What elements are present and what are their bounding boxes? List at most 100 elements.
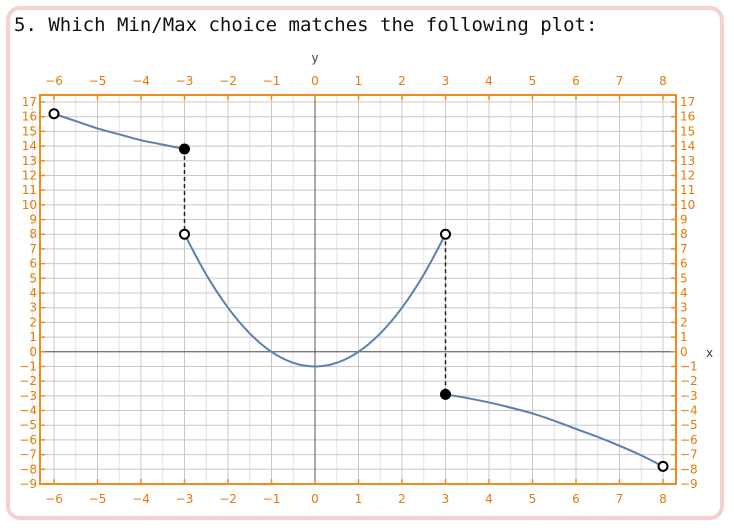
x-tick-label-top: −1 bbox=[263, 74, 281, 88]
y-tick-label-left: −3 bbox=[19, 389, 37, 403]
y-tick-label-right: 5 bbox=[680, 271, 688, 285]
y-tick-label-right: 8 bbox=[680, 227, 688, 241]
open-endpoint bbox=[179, 228, 190, 240]
y-tick-label-right: −4 bbox=[680, 404, 698, 418]
y-tick-label-left: 17 bbox=[22, 95, 37, 109]
x-tick-label-bottom: 0 bbox=[311, 492, 319, 506]
y-tick-label-left: 16 bbox=[22, 110, 37, 124]
x-tick-label-top: −3 bbox=[176, 74, 194, 88]
y-tick-label-left: 6 bbox=[29, 257, 37, 271]
x-tick-label-bottom: 5 bbox=[529, 492, 537, 506]
x-tick-label-top: −5 bbox=[89, 74, 107, 88]
y-tick-label-right: 0 bbox=[680, 345, 688, 359]
y-tick-label-left: 14 bbox=[22, 139, 37, 153]
y-tick-label-right: −1 bbox=[680, 359, 698, 373]
x-tick-label-top: 2 bbox=[398, 74, 406, 88]
curve-piece-2 bbox=[183, 233, 447, 368]
x-tick-label-bottom: −1 bbox=[263, 492, 281, 506]
y-tick-label-left: 11 bbox=[22, 183, 37, 197]
closed-endpoint bbox=[179, 143, 190, 155]
y-tick-label-right: −6 bbox=[680, 433, 698, 447]
y-tick-label-right: 14 bbox=[680, 139, 695, 153]
grid-layer bbox=[31, 95, 676, 485]
y-tick-label-left: 15 bbox=[22, 124, 37, 138]
y-tick-label-left: −5 bbox=[19, 418, 37, 432]
y-tick-label-left: 2 bbox=[29, 315, 37, 329]
y-tick-label-left: −7 bbox=[19, 448, 37, 462]
x-tick-label-bottom: 7 bbox=[616, 492, 624, 506]
y-tick-label-right: 15 bbox=[680, 124, 695, 138]
x-tick-label-top: 0 bbox=[311, 74, 319, 88]
x-tick-label-bottom: 1 bbox=[355, 492, 363, 506]
y-tick-label-right: −3 bbox=[680, 389, 698, 403]
y-tick-label-right: 13 bbox=[680, 154, 695, 168]
x-tick-label-top: 7 bbox=[616, 74, 624, 88]
x-tick-label-bottom: 6 bbox=[572, 492, 580, 506]
y-tick-label-right: −7 bbox=[680, 448, 698, 462]
closed-endpoint bbox=[440, 388, 451, 400]
curve-piece-3 bbox=[445, 393, 664, 468]
x-tick-label-bottom: −6 bbox=[45, 492, 63, 506]
y-axis-label: y bbox=[311, 51, 318, 65]
point-layer bbox=[48, 108, 669, 472]
frame-layer: −6−6−5−5−4−4−3−3−2−2−1−10011223344556677… bbox=[19, 74, 697, 506]
y-tick-label-left: −1 bbox=[19, 359, 37, 373]
curve-piece-1 bbox=[53, 112, 185, 150]
y-tick-label-left: 12 bbox=[22, 168, 37, 182]
x-tick-label-top: 4 bbox=[485, 74, 493, 88]
y-tick-label-left: 1 bbox=[29, 330, 37, 344]
y-tick-label-left: 13 bbox=[22, 154, 37, 168]
y-tick-label-right: 11 bbox=[680, 183, 695, 197]
y-tick-label-left: 10 bbox=[22, 198, 37, 212]
x-tick-label-top: −4 bbox=[132, 74, 150, 88]
y-tick-label-right: −5 bbox=[680, 418, 698, 432]
y-tick-label-right: 1 bbox=[680, 330, 688, 344]
x-tick-label-bottom: 4 bbox=[485, 492, 493, 506]
y-tick-label-right: 6 bbox=[680, 257, 688, 271]
y-tick-label-left: 4 bbox=[29, 286, 37, 300]
y-tick-label-right: 16 bbox=[680, 110, 695, 124]
x-tick-label-top: −6 bbox=[45, 74, 63, 88]
y-tick-label-left: 8 bbox=[29, 227, 37, 241]
question-card bbox=[6, 6, 724, 520]
y-tick-label-left: 5 bbox=[29, 271, 37, 285]
y-tick-label-left: 3 bbox=[29, 301, 37, 315]
y-tick-label-left: 0 bbox=[29, 345, 37, 359]
y-tick-label-left: −6 bbox=[19, 433, 37, 447]
x-tick-label-top: 1 bbox=[355, 74, 363, 88]
y-tick-label-right: 3 bbox=[680, 301, 688, 315]
y-tick-label-right: −9 bbox=[680, 477, 698, 491]
open-endpoint bbox=[48, 108, 60, 120]
y-tick-label-left: 9 bbox=[29, 213, 37, 227]
x-tick-label-top: 8 bbox=[659, 74, 667, 88]
x-tick-label-bottom: −5 bbox=[89, 492, 107, 506]
x-tick-label-bottom: 3 bbox=[442, 492, 450, 506]
y-tick-label-right: −2 bbox=[680, 374, 698, 388]
x-axis-label: x bbox=[706, 346, 713, 360]
y-tick-label-right: −8 bbox=[680, 462, 698, 476]
question-text: 5. Which Min/Max choice matches the foll… bbox=[14, 14, 598, 36]
y-tick-label-left: 7 bbox=[29, 242, 37, 256]
y-tick-label-right: 4 bbox=[680, 286, 688, 300]
x-tick-label-bottom: −4 bbox=[132, 492, 150, 506]
x-tick-label-top: 5 bbox=[529, 74, 537, 88]
x-tick-label-top: 3 bbox=[442, 74, 450, 88]
y-tick-label-left: −8 bbox=[19, 462, 37, 476]
x-tick-label-bottom: 8 bbox=[659, 492, 667, 506]
y-tick-label-right: 10 bbox=[680, 198, 695, 212]
x-tick-label-top: −2 bbox=[219, 74, 237, 88]
y-tick-label-left: −9 bbox=[19, 477, 37, 491]
y-tick-label-left: −2 bbox=[19, 374, 37, 388]
y-tick-label-left: −4 bbox=[19, 404, 37, 418]
x-tick-label-top: 6 bbox=[572, 74, 580, 88]
y-tick-label-right: 2 bbox=[680, 315, 688, 329]
y-tick-label-right: 12 bbox=[680, 168, 695, 182]
curve-layer bbox=[53, 112, 664, 468]
x-tick-label-bottom: −3 bbox=[176, 492, 194, 506]
x-tick-label-bottom: 2 bbox=[398, 492, 406, 506]
y-tick-label-right: 17 bbox=[680, 95, 695, 109]
open-endpoint bbox=[657, 460, 669, 472]
y-tick-label-right: 9 bbox=[680, 213, 688, 227]
open-endpoint bbox=[440, 228, 451, 240]
